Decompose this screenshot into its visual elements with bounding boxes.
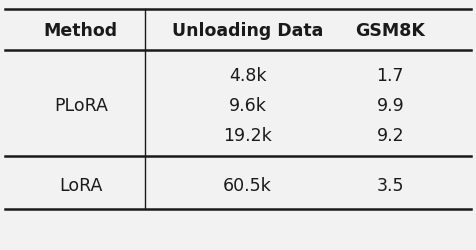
Text: 60.5k: 60.5k [223, 177, 272, 195]
Text: Method: Method [44, 22, 118, 40]
Text: 9.6k: 9.6k [228, 97, 267, 115]
Text: 9.9: 9.9 [377, 97, 404, 115]
Text: 3.5: 3.5 [377, 177, 404, 195]
Text: 19.2k: 19.2k [223, 127, 272, 145]
Text: LoRA: LoRA [59, 177, 103, 195]
Text: 4.8k: 4.8k [229, 67, 266, 85]
Text: 9.2: 9.2 [377, 127, 404, 145]
Text: GSM8K: GSM8K [356, 22, 425, 40]
Text: 1.7: 1.7 [377, 67, 404, 85]
Text: PLoRA: PLoRA [54, 97, 108, 115]
Text: Unloading Data: Unloading Data [172, 22, 323, 40]
